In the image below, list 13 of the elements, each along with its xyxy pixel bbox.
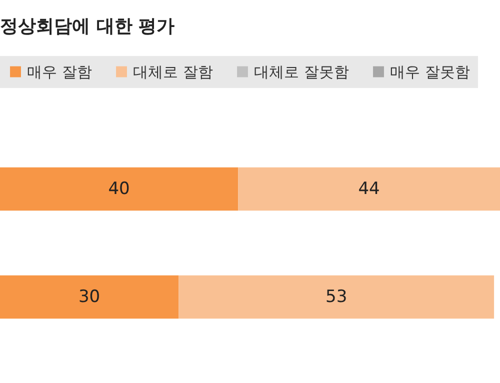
data-label: 53 xyxy=(325,287,348,307)
data-label: 30 xyxy=(78,287,100,307)
bar xyxy=(178,275,494,319)
bar xyxy=(238,167,500,211)
data-label: 44 xyxy=(358,179,380,199)
legend-label: 매우 잘함 xyxy=(27,62,92,81)
bar xyxy=(0,275,179,319)
bar xyxy=(0,167,238,211)
data-label: 40 xyxy=(108,179,130,199)
legend-label: 대체로 잘함 xyxy=(133,62,213,81)
chart-title: 정상회담에 대한 평가 xyxy=(0,16,175,37)
legend-label: 매우 잘못함 xyxy=(390,62,470,81)
legend-label: 대체로 잘못함 xyxy=(254,62,349,81)
